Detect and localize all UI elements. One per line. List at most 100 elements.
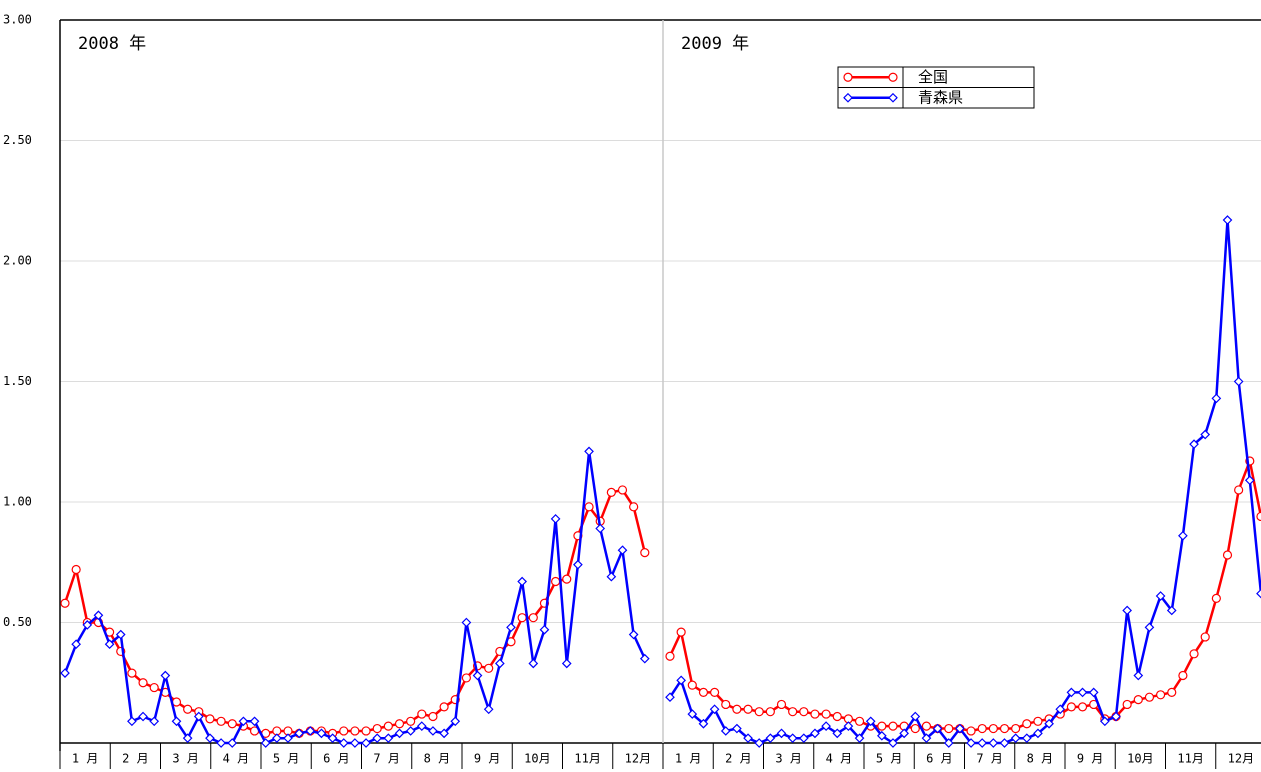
x-tick-label: 11月 [574, 752, 600, 766]
marker [1133, 695, 1143, 705]
x-tick-label: 3 月 [775, 752, 801, 766]
marker [539, 624, 550, 635]
x-tick-label: 6 月 [926, 752, 952, 766]
marker [528, 658, 539, 669]
marker [183, 704, 193, 714]
marker [372, 733, 383, 744]
y-tick-label: 0.50 [3, 615, 32, 629]
marker [138, 678, 148, 688]
y-tick-label: 2.00 [3, 254, 32, 268]
marker [921, 733, 932, 744]
marker [338, 738, 349, 748]
marker [1044, 718, 1054, 729]
marker [272, 733, 282, 744]
marker [832, 728, 843, 739]
marker [966, 726, 976, 736]
marker [843, 92, 853, 103]
marker [160, 670, 171, 681]
marker [1033, 716, 1043, 726]
x-tick-label: 12月 [625, 752, 651, 766]
marker [260, 738, 271, 748]
marker [698, 687, 709, 697]
marker [877, 730, 887, 741]
marker [606, 571, 617, 582]
marker [720, 726, 731, 736]
marker [439, 728, 449, 739]
x-tick-label: 12月 [1228, 752, 1254, 766]
y-tick-label: 2.50 [3, 133, 32, 147]
marker [1066, 702, 1077, 712]
marker [562, 574, 572, 584]
marker [832, 711, 842, 722]
marker [854, 716, 865, 726]
x-tick-label: 1 月 [675, 752, 701, 766]
marker [249, 716, 260, 727]
marker [484, 663, 494, 673]
marker [1010, 733, 1021, 744]
marker [127, 716, 137, 727]
x-tick-label: 9 月 [474, 752, 500, 766]
marker [1133, 670, 1144, 681]
marker [1166, 605, 1177, 616]
marker [754, 738, 765, 748]
marker [1233, 376, 1244, 387]
marker [127, 668, 137, 678]
marker [732, 704, 742, 714]
marker [776, 699, 787, 710]
marker [910, 711, 921, 722]
panel-title: 2008 年 [78, 34, 146, 54]
marker [461, 617, 472, 628]
marker [339, 726, 349, 736]
marker [1234, 485, 1244, 495]
marker [383, 721, 393, 731]
marker [1011, 723, 1021, 734]
marker [1088, 687, 1099, 698]
legend-label: 青森県 [918, 88, 963, 106]
marker [843, 721, 854, 731]
marker [1144, 692, 1155, 702]
marker [1122, 699, 1132, 710]
marker [966, 738, 976, 748]
marker [629, 502, 639, 512]
marker [1189, 439, 1199, 450]
marker [944, 723, 954, 734]
marker [865, 716, 876, 727]
x-tick-label: 1 月 [72, 752, 98, 766]
marker [216, 738, 226, 748]
marker [205, 714, 215, 724]
marker [798, 733, 809, 744]
marker [765, 733, 776, 744]
marker [149, 682, 159, 693]
marker [1222, 215, 1233, 225]
marker [765, 707, 775, 717]
marker [1244, 475, 1255, 486]
marker [843, 72, 853, 82]
marker [1200, 429, 1211, 440]
marker [439, 702, 449, 712]
marker [1077, 687, 1088, 698]
series-line [668, 219, 1261, 746]
x-tick-label: 10月 [1127, 752, 1153, 766]
marker [743, 733, 753, 744]
x-tick-label: 5 月 [273, 752, 299, 766]
marker [899, 728, 909, 739]
x-tick-label: 7 月 [373, 752, 399, 766]
marker [495, 658, 505, 669]
series-line [63, 451, 646, 745]
marker [550, 576, 561, 587]
marker [60, 598, 70, 608]
marker [584, 446, 594, 457]
marker [676, 675, 686, 686]
x-tick-label: 11月 [1177, 752, 1203, 766]
marker [1021, 733, 1032, 744]
marker [1077, 702, 1088, 712]
marker [227, 738, 238, 748]
marker [450, 716, 461, 727]
marker [1178, 670, 1188, 681]
marker [1200, 632, 1210, 642]
marker [394, 719, 405, 729]
marker [506, 622, 516, 633]
marker [854, 733, 865, 744]
marker [921, 721, 932, 731]
y-tick-label: 3.00 [3, 13, 32, 27]
